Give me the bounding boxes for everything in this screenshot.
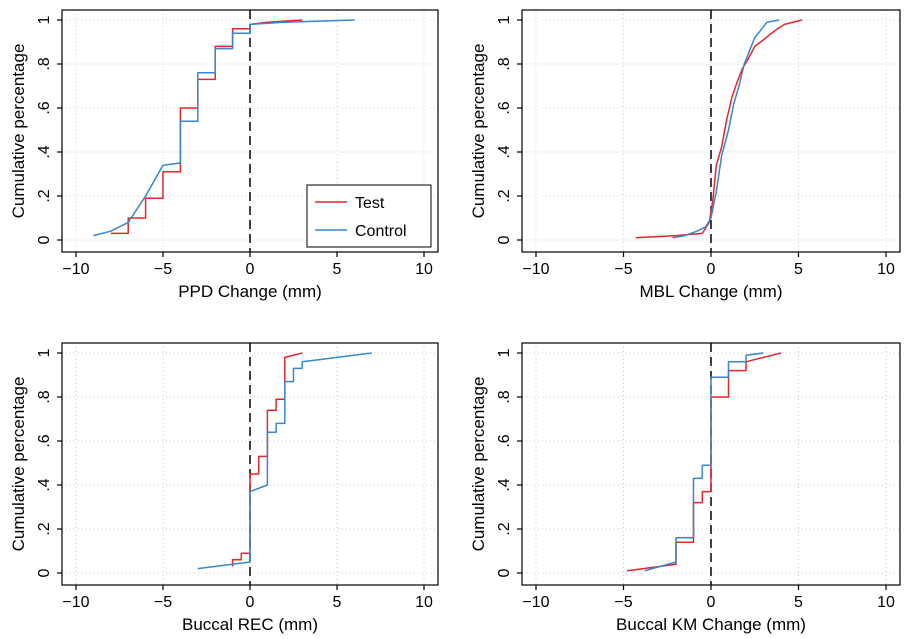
x-tick-label: −5 bbox=[154, 594, 172, 611]
x-tick-label: 0 bbox=[246, 261, 255, 278]
x-tick-label: 5 bbox=[794, 261, 803, 278]
y-axis-title: Cumulative percentage bbox=[469, 44, 488, 219]
x-tick-label: 0 bbox=[707, 594, 716, 611]
y-tick-label: .6 bbox=[36, 434, 53, 447]
y-tick-label: .8 bbox=[496, 57, 513, 70]
x-tick-label: 10 bbox=[877, 261, 895, 278]
series-line-control bbox=[672, 19, 780, 239]
x-axis-title: PPD Change (mm) bbox=[178, 282, 322, 301]
y-tick-label: 1 bbox=[36, 348, 53, 357]
y-tick-label: .6 bbox=[496, 434, 513, 447]
y-tick-label: 0 bbox=[496, 568, 513, 577]
x-axis-title: MBL Change (mm) bbox=[640, 282, 783, 301]
chart-panel-1: −10 −5 0 5 10 0 .2 .4 .6 .8 1 PPD Change (mm) Cumula… bbox=[9, 9, 439, 301]
y-tick-label: 1 bbox=[496, 348, 513, 357]
y-tick-label: .8 bbox=[36, 57, 53, 70]
x-tick-label: 10 bbox=[415, 261, 433, 278]
x-axis: −10 −5 0 5 10 bbox=[62, 585, 433, 611]
y-tick-label: .2 bbox=[36, 522, 53, 535]
x-tick-label: 5 bbox=[333, 594, 342, 611]
y-tick-label: .2 bbox=[496, 189, 513, 202]
y-axis-title: Cumulative percentage bbox=[9, 377, 28, 552]
y-tick-label: 0 bbox=[36, 568, 53, 577]
y-tick-label: .4 bbox=[496, 145, 513, 158]
chart-panel-3: −10 −5 0 5 10 0 .2 .4 .6 .8 1 Buccal REC (mm) Cumula… bbox=[9, 342, 439, 634]
y-axis: 0 .2 .4 .6 .8 1 bbox=[496, 348, 522, 577]
x-tick-label: −5 bbox=[614, 261, 632, 278]
y-tick-label: .6 bbox=[496, 101, 513, 114]
y-tick-label: .6 bbox=[36, 101, 53, 114]
series-line-test bbox=[110, 19, 303, 235]
y-tick-label: .2 bbox=[496, 522, 513, 535]
y-axis-title: Cumulative percentage bbox=[9, 44, 28, 219]
x-tick-label: 5 bbox=[794, 594, 803, 611]
x-axis: −10 −5 0 5 10 bbox=[522, 585, 895, 611]
y-tick-label: .4 bbox=[496, 478, 513, 491]
legend: Test Control bbox=[306, 184, 432, 248]
series-line-test bbox=[635, 19, 803, 239]
x-axis-title: Buccal REC (mm) bbox=[182, 615, 318, 634]
y-tick-label: 0 bbox=[36, 235, 53, 244]
x-tick-label: −5 bbox=[154, 261, 172, 278]
x-tick-label: −10 bbox=[522, 261, 549, 278]
y-axis: 0 .2 .4 .6 .8 1 bbox=[36, 348, 62, 577]
x-tick-label: 5 bbox=[333, 261, 342, 278]
y-tick-label: .8 bbox=[496, 390, 513, 403]
legend-label-control: Control bbox=[355, 223, 407, 240]
y-tick-label: 1 bbox=[496, 15, 513, 24]
y-tick-label: .4 bbox=[36, 145, 53, 158]
x-tick-label: 10 bbox=[877, 594, 895, 611]
series-line-control bbox=[93, 19, 355, 237]
y-axis: 0 .2 .4 .6 .8 1 bbox=[496, 15, 522, 244]
chart-panel-2: −10 −5 0 5 10 0 .2 .4 .6 .8 1 MBL Change (mm) Cumula… bbox=[469, 9, 901, 301]
y-axis-title: Cumulative percentage bbox=[469, 377, 488, 552]
x-tick-label: −10 bbox=[62, 261, 89, 278]
y-tick-label: .8 bbox=[36, 390, 53, 403]
series-line-control bbox=[197, 352, 372, 570]
series-line-control bbox=[644, 352, 764, 572]
y-axis: 0 .2 .4 .6 .8 1 bbox=[36, 15, 62, 244]
series-line-test bbox=[626, 352, 782, 572]
x-axis-title: Buccal KM Change (mm) bbox=[616, 615, 806, 634]
x-tick-label: −10 bbox=[522, 594, 549, 611]
y-tick-label: 0 bbox=[496, 235, 513, 244]
y-tick-label: .4 bbox=[36, 478, 53, 491]
series-line-test bbox=[231, 352, 303, 567]
x-tick-label: 0 bbox=[246, 594, 255, 611]
legend-label-test: Test bbox=[355, 195, 385, 212]
chart-panel-4: −10 −5 0 5 10 0 .2 .4 .6 .8 1 Buccal KM Change (mm)… bbox=[469, 342, 901, 634]
y-tick-label: .2 bbox=[36, 189, 53, 202]
x-tick-label: 10 bbox=[415, 594, 433, 611]
x-tick-label: −10 bbox=[62, 594, 89, 611]
x-tick-label: −5 bbox=[614, 594, 632, 611]
x-axis: −10 −5 0 5 10 bbox=[62, 252, 433, 278]
legend-box bbox=[306, 184, 432, 248]
x-tick-label: 0 bbox=[707, 261, 716, 278]
x-axis: −10 −5 0 5 10 bbox=[522, 252, 895, 278]
y-tick-label: 1 bbox=[36, 15, 53, 24]
